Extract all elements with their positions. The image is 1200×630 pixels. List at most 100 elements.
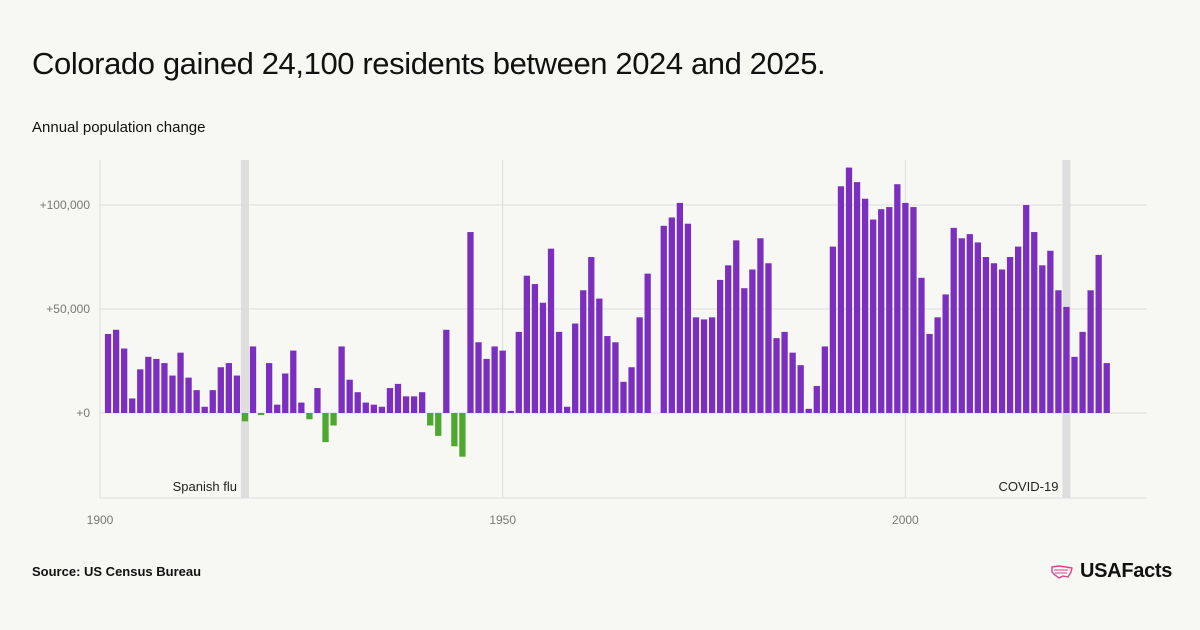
bar-2025 <box>1103 363 1110 413</box>
bar-1934 <box>370 404 377 413</box>
bar-2007 <box>958 238 965 413</box>
bar-1995 <box>861 198 869 413</box>
bar-1933 <box>362 402 369 413</box>
bar-1922 <box>274 404 281 413</box>
bar-1985 <box>781 331 788 413</box>
bar-1993 <box>845 167 853 413</box>
bar-1938 <box>402 396 410 413</box>
bar-1931 <box>346 379 353 413</box>
bar-1923 <box>282 373 289 413</box>
bar-2001 <box>910 207 917 413</box>
labels: +0 +50,000 +100,000 1900 1950 2000 Spanish flu… <box>40 198 1059 527</box>
bar-1903 <box>121 348 128 413</box>
usa-map-icon <box>1051 564 1073 579</box>
bar-1941 <box>427 413 434 426</box>
bar-1946 <box>467 232 474 413</box>
bar-1974 <box>692 317 700 413</box>
x-tick-label: 1950 <box>489 513 516 527</box>
shaded-period-0 <box>240 160 249 498</box>
bar-1994 <box>853 182 861 413</box>
bar-1924 <box>290 350 297 413</box>
bar-1902 <box>112 329 120 413</box>
bar-1970 <box>660 225 667 413</box>
bar-1917 <box>233 375 241 413</box>
bar-1977 <box>717 279 724 413</box>
bar-1921 <box>265 363 273 413</box>
bar-1906 <box>145 356 152 413</box>
usafacts-logo[interactable]: USAFacts <box>1050 560 1172 583</box>
bar-2002 <box>918 277 925 413</box>
gridlines <box>99 160 1147 498</box>
bar-1963 <box>604 336 611 413</box>
bar-1909 <box>169 375 176 413</box>
bar-1972 <box>676 202 684 413</box>
bar-1905 <box>137 369 144 413</box>
bar-1930 <box>338 346 345 413</box>
bar-1976 <box>708 317 716 413</box>
bar-1996 <box>870 219 877 413</box>
bar-2022 <box>1079 331 1086 413</box>
bar-1939 <box>410 396 418 413</box>
bar-2015 <box>1023 205 1030 413</box>
bar-1999 <box>894 184 901 413</box>
y-tick-label: +0 <box>76 406 90 420</box>
bar-1914 <box>209 390 216 413</box>
bar-2003 <box>926 333 933 413</box>
bar-1953 <box>523 275 530 413</box>
bar-1929 <box>330 413 337 426</box>
bar-1928 <box>322 413 329 443</box>
bar-1950 <box>499 350 506 413</box>
bar-1918 <box>241 413 249 422</box>
bar-1954 <box>531 284 539 413</box>
bar-1912 <box>193 390 200 413</box>
bar-1965 <box>620 381 627 413</box>
bar-1986 <box>789 352 796 413</box>
bar-1959 <box>572 323 579 413</box>
bar-1990 <box>821 346 828 413</box>
bar-1943 <box>443 329 450 413</box>
bar-1983 <box>765 263 772 413</box>
bar-2016 <box>1031 232 1038 413</box>
bar-1966 <box>628 367 635 413</box>
bar-1975 <box>700 319 708 413</box>
bar-1967 <box>636 317 643 413</box>
bar-2006 <box>950 227 957 413</box>
bar-1997 <box>878 209 885 413</box>
bar-1998 <box>886 207 893 413</box>
bar-1916 <box>225 363 233 413</box>
bar-1960 <box>580 290 587 413</box>
chart-title: Colorado gained 24,100 residents between… <box>32 46 826 81</box>
bar-1945 <box>459 413 466 457</box>
bar-1925 <box>298 402 305 413</box>
bar-1907 <box>153 358 160 413</box>
chart-subtitle: Annual population change <box>32 119 206 136</box>
bar-1911 <box>185 377 192 413</box>
bar-1984 <box>773 338 780 413</box>
bar-1987 <box>797 365 804 413</box>
bar-1955 <box>539 302 547 413</box>
bar-1901 <box>104 333 112 413</box>
annotation-label: COVID-19 <box>998 479 1058 494</box>
bar-1989 <box>813 385 820 413</box>
bar-2004 <box>934 317 941 413</box>
bar-2014 <box>1014 246 1022 413</box>
bars <box>104 167 1110 457</box>
bar-1926 <box>306 413 313 420</box>
bar-2013 <box>1006 257 1014 413</box>
bar-1956 <box>547 248 555 413</box>
bar-1932 <box>354 392 361 413</box>
bar-1980 <box>741 288 748 413</box>
bar-2009 <box>974 242 982 413</box>
bar-2020 <box>1063 306 1070 413</box>
bar-1919 <box>249 346 257 413</box>
bar-2008 <box>966 234 973 413</box>
bar-2021 <box>1071 356 1078 413</box>
bar-1942 <box>435 413 442 436</box>
bar-1948 <box>483 358 490 413</box>
bar-2024 <box>1095 254 1102 413</box>
bar-1982 <box>757 238 764 413</box>
y-tick-label: +100,000 <box>40 198 91 212</box>
bar-2018 <box>1047 250 1054 413</box>
bar-1961 <box>588 257 595 413</box>
